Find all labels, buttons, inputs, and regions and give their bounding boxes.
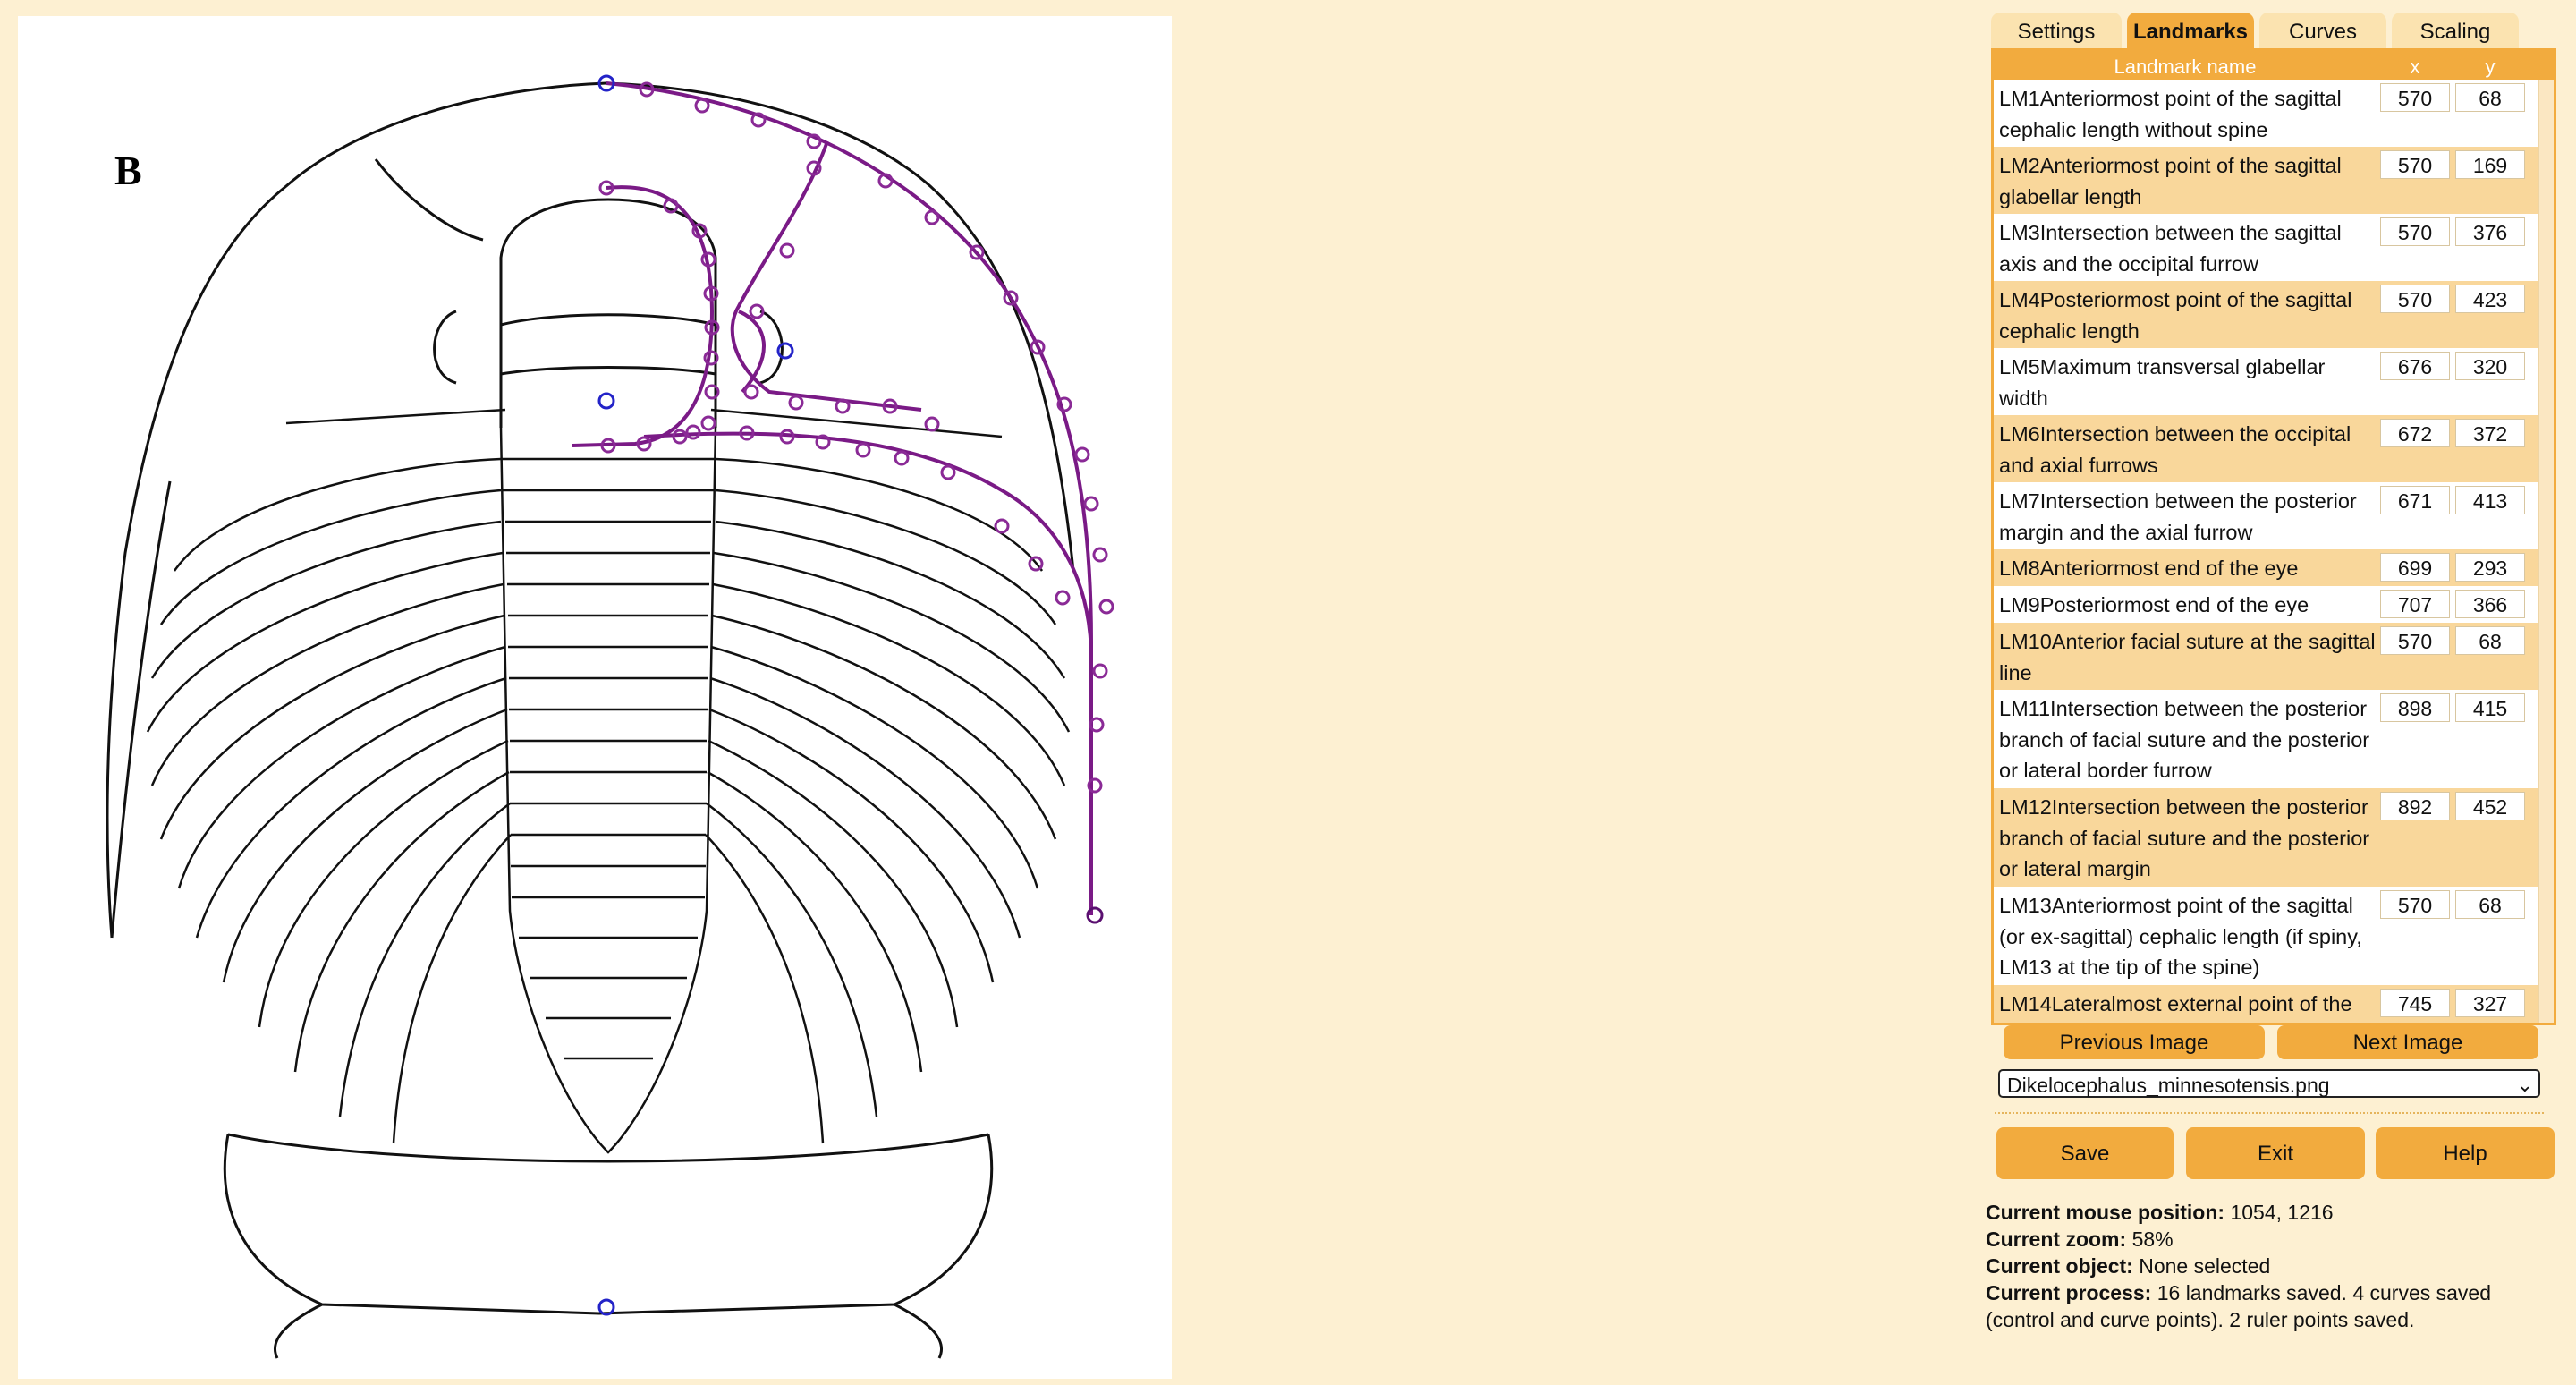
- landmark-name: LM1Anteriormost point of the sagittal ce…: [1999, 87, 2342, 141]
- y-input[interactable]: 293: [2455, 553, 2525, 582]
- y-input[interactable]: 327: [2455, 989, 2525, 1017]
- table-row: LM2Anteriormost point of the sagittal gl…: [1994, 147, 2554, 214]
- chevron-down-icon: ⌄: [2516, 1074, 2533, 1096]
- previous-image-button[interactable]: Previous Image: [2004, 1025, 2265, 1059]
- table-row: LM13Anteriormost point of the sagittal (…: [1994, 887, 2554, 985]
- landmark-points[interactable]: [597, 74, 794, 1316]
- table-row: LM14Lateralmost external point of the 74…: [1994, 985, 2554, 1023]
- y-input[interactable]: 372: [2455, 419, 2525, 447]
- table-row: LM7Intersection between the posterior ma…: [1994, 482, 2554, 549]
- y-input[interactable]: 413: [2455, 486, 2525, 514]
- column-header-name: Landmark name: [2114, 55, 2257, 78]
- table-row: LM9Posteriormost end of the eye 707 366: [1994, 586, 2554, 623]
- next-image-button[interactable]: Next Image: [2277, 1025, 2538, 1059]
- curve-points[interactable]: [598, 81, 1114, 794]
- y-input[interactable]: 366: [2455, 590, 2525, 618]
- table-row: LM5Maximum transversal glabellar width 6…: [1994, 348, 2554, 415]
- table-row: LM1Anteriormost point of the sagittal ce…: [1994, 80, 2554, 147]
- y-input[interactable]: 169: [2455, 150, 2525, 179]
- status-process: Current process: 16 landmarks saved. 4 c…: [1986, 1281, 2492, 1331]
- trilobite-drawing[interactable]: B: [18, 16, 1172, 1379]
- glabella: [433, 198, 784, 428]
- tab-landmarks[interactable]: Landmarks: [2127, 13, 2254, 48]
- y-input[interactable]: 415: [2455, 693, 2525, 722]
- y-input[interactable]: 68: [2455, 83, 2525, 112]
- tab-settings[interactable]: Settings: [1991, 13, 2122, 48]
- divider: [1995, 1112, 2544, 1114]
- table-row: LM10Anterior facial suture at the sagitt…: [1994, 623, 2554, 690]
- landmark-name: LM9Posteriormost end of the eye: [1999, 593, 2309, 616]
- y-input[interactable]: 452: [2455, 792, 2525, 820]
- x-input[interactable]: 671: [2380, 486, 2450, 514]
- table-header: Landmark name x y: [1994, 51, 2554, 80]
- table-row: LM12Intersection between the posterior b…: [1994, 788, 2554, 887]
- column-header-x: x: [2410, 55, 2420, 78]
- tab-curves[interactable]: Curves: [2259, 13, 2386, 48]
- thorax-segments: [146, 408, 1071, 1154]
- exit-button[interactable]: Exit: [2186, 1127, 2365, 1179]
- status-mouse: Current mouse position: 1054, 1216: [1986, 1201, 2334, 1224]
- table-body: LM1Anteriormost point of the sagittal ce…: [1994, 80, 2554, 1023]
- x-input[interactable]: 707: [2380, 590, 2450, 618]
- y-input[interactable]: 423: [2455, 285, 2525, 313]
- y-input[interactable]: 68: [2455, 890, 2525, 919]
- landmark-name: LM3Intersection between the sagittal axi…: [1999, 221, 2342, 276]
- cephalon-outline: [106, 81, 1075, 939]
- image-canvas[interactable]: B: [18, 16, 1172, 1379]
- x-input[interactable]: 570: [2380, 83, 2450, 112]
- status-object: Current object: None selected: [1986, 1254, 2271, 1278]
- x-input[interactable]: 699: [2380, 553, 2450, 582]
- y-input[interactable]: 376: [2455, 217, 2525, 246]
- x-input[interactable]: 676: [2380, 352, 2450, 380]
- status-zoom: Current zoom: 58%: [1986, 1228, 2174, 1251]
- landmark-name: LM14Lateralmost external point of the: [1999, 992, 2352, 1015]
- x-input[interactable]: 570: [2380, 890, 2450, 919]
- x-input[interactable]: 570: [2380, 285, 2450, 313]
- y-input[interactable]: 320: [2455, 352, 2525, 380]
- x-input[interactable]: 672: [2380, 419, 2450, 447]
- landmark-name: LM11Intersection between the posterior b…: [1999, 697, 2370, 782]
- column-header-y: y: [2485, 55, 2496, 78]
- table-row: LM4Posteriormost point of the sagittal c…: [1994, 281, 2554, 348]
- help-button[interactable]: Help: [2376, 1127, 2555, 1179]
- landmark-name: LM2Anteriormost point of the sagittal gl…: [1999, 154, 2342, 208]
- curve-end-point[interactable]: [1086, 906, 1104, 924]
- status-panel: Current mouse position: 1054, 1216 Curre…: [1986, 1199, 2558, 1333]
- landmark-name: LM8Anteriormost end of the eye: [1999, 557, 2299, 580]
- landmark-name: LM5Maximum transversal glabellar width: [1999, 355, 2326, 410]
- table-scrollbar[interactable]: [2538, 80, 2554, 1023]
- table-row: LM3Intersection between the sagittal axi…: [1994, 214, 2554, 281]
- x-input[interactable]: 892: [2380, 792, 2450, 820]
- figure-label: B: [114, 148, 142, 193]
- control-panel: Settings Landmarks Curves Scaling Landma…: [1986, 13, 2558, 1372]
- table-row: LM11Intersection between the posterior b…: [1994, 690, 2554, 788]
- landmark-name: LM4Posteriormost point of the sagittal c…: [1999, 288, 2352, 343]
- table-row: LM8Anteriormost end of the eye 699 293: [1994, 549, 2554, 586]
- outline-curves: [572, 81, 1093, 915]
- x-input[interactable]: 570: [2380, 217, 2450, 246]
- x-input[interactable]: 898: [2380, 693, 2450, 722]
- landmark-table: Landmark name x y LM1Anteriormost point …: [1991, 48, 2556, 1025]
- image-select-value: Dikelocephalus_minnesotensis.png: [2007, 1074, 2330, 1097]
- x-input[interactable]: 745: [2380, 989, 2450, 1017]
- landmark-name: LM10Anterior facial suture at the sagitt…: [1999, 630, 2376, 684]
- landmark-name: LM12Intersection between the posterior b…: [1999, 795, 2370, 880]
- y-input[interactable]: 68: [2455, 626, 2525, 655]
- landmark-name: LM13Anteriormost point of the sagittal (…: [1999, 894, 2362, 979]
- pygidium: [223, 1133, 994, 1359]
- save-button[interactable]: Save: [1996, 1127, 2174, 1179]
- landmark-name: LM6Intersection between the occipital an…: [1999, 422, 2351, 477]
- x-input[interactable]: 570: [2380, 150, 2450, 179]
- table-row: LM6Intersection between the occipital an…: [1994, 415, 2554, 482]
- image-select[interactable]: Dikelocephalus_minnesotensis.png ⌄: [1998, 1069, 2540, 1098]
- x-input[interactable]: 570: [2380, 626, 2450, 655]
- landmark-name: LM7Intersection between the posterior ma…: [1999, 489, 2357, 544]
- tab-scaling[interactable]: Scaling: [2392, 13, 2519, 48]
